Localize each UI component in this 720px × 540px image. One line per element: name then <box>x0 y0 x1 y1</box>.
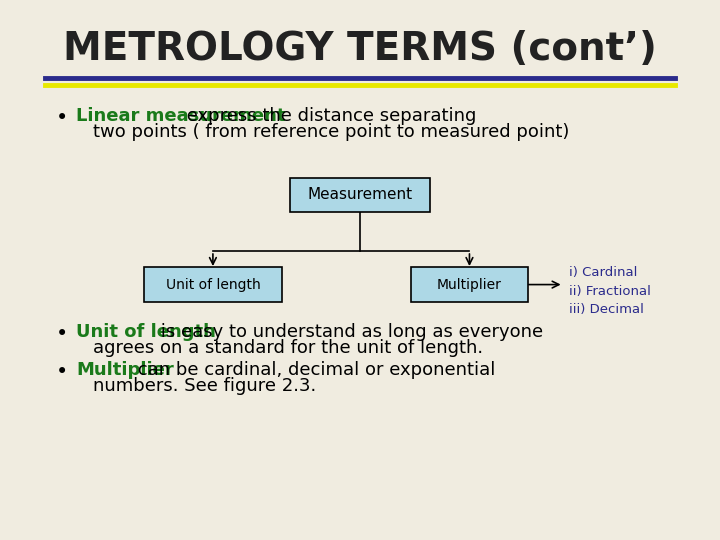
Text: Unit of length: Unit of length <box>76 323 216 341</box>
Text: is easy to understand as long as everyone: is easy to understand as long as everyon… <box>155 323 543 341</box>
Text: Unit of length: Unit of length <box>166 278 261 292</box>
Text: i) Cardinal
ii) Fractional
iii) Decimal: i) Cardinal ii) Fractional iii) Decimal <box>569 266 651 316</box>
Text: Measurement: Measurement <box>307 187 413 202</box>
Text: Multiplier: Multiplier <box>76 361 174 379</box>
Text: express the distance separating: express the distance separating <box>181 107 476 125</box>
Text: two points ( from reference point to measured point): two points ( from reference point to mea… <box>93 123 570 141</box>
Text: •: • <box>55 108 68 128</box>
FancyBboxPatch shape <box>289 178 431 212</box>
Text: can be cardinal, decimal or exponential: can be cardinal, decimal or exponential <box>132 361 495 379</box>
Text: •: • <box>55 362 68 382</box>
FancyBboxPatch shape <box>411 267 528 302</box>
Text: numbers. See figure 2.3.: numbers. See figure 2.3. <box>93 377 317 395</box>
Text: Linear measurement: Linear measurement <box>76 107 286 125</box>
Text: •: • <box>55 324 68 344</box>
Text: METROLOGY TERMS (cont’): METROLOGY TERMS (cont’) <box>63 30 657 68</box>
Text: Multiplier: Multiplier <box>437 278 502 292</box>
Text: agrees on a standard for the unit of length.: agrees on a standard for the unit of len… <box>93 339 483 357</box>
FancyBboxPatch shape <box>144 267 282 302</box>
